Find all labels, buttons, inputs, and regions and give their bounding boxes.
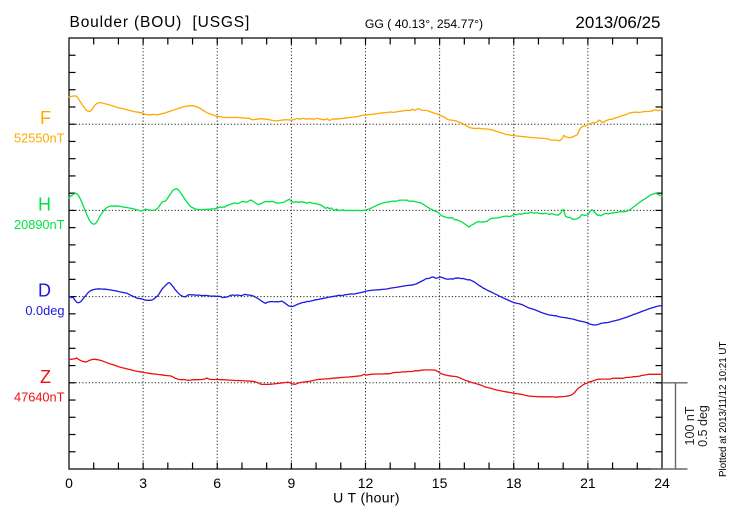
svg-text:20890nT: 20890nT xyxy=(14,217,65,232)
svg-text:D: D xyxy=(38,281,51,301)
svg-text:52550nT: 52550nT xyxy=(14,131,65,146)
svg-text:U T (hour): U T (hour) xyxy=(333,490,400,506)
svg-text:6: 6 xyxy=(213,475,221,491)
svg-text:3: 3 xyxy=(139,475,147,491)
svg-text:12: 12 xyxy=(358,475,374,491)
svg-text:100 nT: 100 nT xyxy=(683,406,697,445)
svg-text:24: 24 xyxy=(654,475,670,491)
svg-text:GG ( 40.13°, 254.77°): GG ( 40.13°, 254.77°) xyxy=(365,17,483,31)
svg-text:0: 0 xyxy=(65,475,73,491)
svg-text:H: H xyxy=(38,194,51,214)
svg-text:0.0deg: 0.0deg xyxy=(25,303,64,318)
svg-text:Plotted at 2013/11/12 10:21 UT: Plotted at 2013/11/12 10:21 UT xyxy=(718,342,729,477)
svg-text:18: 18 xyxy=(506,475,522,491)
svg-text:15: 15 xyxy=(432,475,448,491)
svg-text:F: F xyxy=(40,108,51,128)
svg-text:2013/06/25: 2013/06/25 xyxy=(575,13,660,32)
svg-text:Boulder (BOU) [USGS]: Boulder (BOU) [USGS] xyxy=(70,14,251,31)
svg-text:21: 21 xyxy=(580,475,596,491)
svg-text:9: 9 xyxy=(288,475,296,491)
svg-text:Z: Z xyxy=(40,367,51,387)
svg-text:0.5 deg: 0.5 deg xyxy=(696,405,710,447)
svg-text:47640nT: 47640nT xyxy=(14,389,65,404)
